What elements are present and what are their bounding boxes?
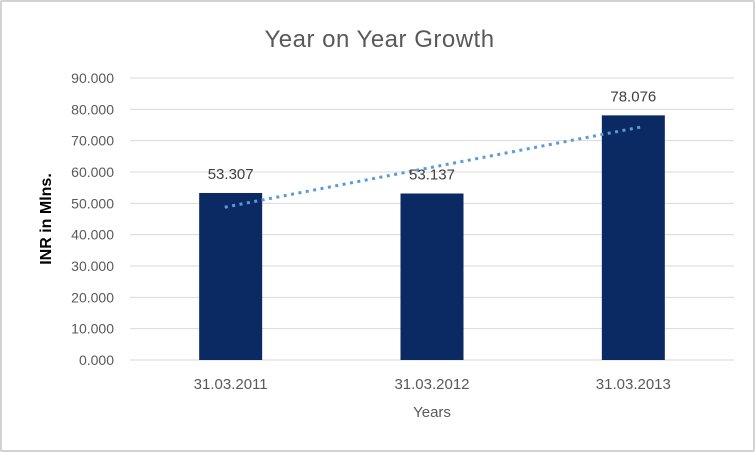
x-axis-title: Years [413, 404, 451, 421]
y-tick-label: 70.000 [71, 133, 114, 149]
data-label: 53.307 [208, 166, 254, 183]
x-tick-label: 31.03.2011 [194, 376, 268, 393]
y-tick-label: 90.000 [71, 70, 114, 86]
y-tick-label: 80.000 [71, 101, 114, 117]
y-tick-label: 20.000 [71, 289, 114, 305]
y-tick-label: 0.000 [79, 352, 114, 368]
bar [199, 192, 263, 360]
y-tick-label: 10.000 [71, 321, 114, 337]
x-tick-label: 31.03.2013 [596, 376, 671, 393]
y-tick-label: 30.000 [71, 258, 114, 274]
y-tick-label: 60.000 [71, 164, 114, 180]
y-tick-label: 40.000 [71, 227, 114, 243]
bar [601, 115, 665, 360]
bar [400, 193, 464, 360]
chart-title: Year on Year Growth [264, 26, 495, 53]
y-tick-label: 50.000 [71, 195, 114, 211]
data-label: 53.137 [409, 167, 455, 184]
trendline [224, 125, 643, 209]
x-tick-label: 31.03.2012 [394, 376, 469, 393]
data-label: 78.076 [610, 88, 656, 105]
